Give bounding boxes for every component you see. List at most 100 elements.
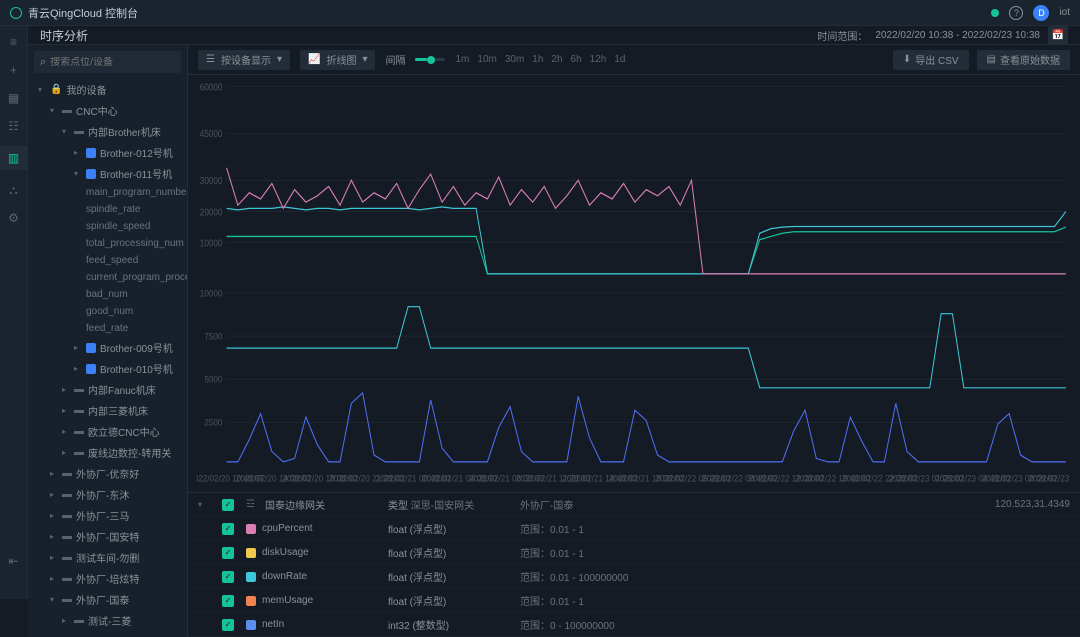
interval-option[interactable]: 1h [532, 54, 543, 65]
caret-icon: ▸ [62, 616, 70, 625]
top-bar: 青云QingCloud 控制台 ? D iot [0, 0, 1080, 26]
folder-icon: ▬ [74, 615, 84, 626]
tree-item[interactable]: ▾▬外协厂-国泰 [28, 589, 187, 610]
tree-item[interactable]: ▸Brother-012号机 [28, 142, 187, 163]
metric-name: diskUsage [262, 547, 309, 558]
interval-option[interactable]: 12h [590, 54, 607, 65]
tree-label: total_processing_num [86, 238, 184, 249]
search-input[interactable] [50, 57, 182, 68]
tree-item[interactable]: main_program_number [28, 184, 187, 201]
metric-type: int32 (整数型) [388, 617, 508, 632]
tree-item[interactable]: ▾▬内部Brother机床 [28, 121, 187, 142]
tree-item[interactable]: ▸ ▬ 测试-三菱 [28, 610, 187, 631]
metric-name: downRate [262, 571, 307, 582]
gear-icon[interactable]: ⚙ [6, 210, 22, 226]
tree-item[interactable]: good_num [28, 303, 187, 320]
svg-text:7500: 7500 [204, 331, 222, 342]
tree-item[interactable]: ▸Brother-010号机 [28, 358, 187, 379]
tree-item[interactable]: ▸Brother-009号机 [28, 337, 187, 358]
caret-icon: ▸ [62, 427, 70, 436]
tree-item[interactable]: spindle_speed [28, 218, 187, 235]
series-color-icon [246, 596, 256, 606]
svg-text:10000: 10000 [200, 287, 223, 298]
checkbox[interactable]: ✓ [222, 523, 234, 535]
interval-option[interactable]: 1m [455, 54, 469, 65]
caret-icon: ▾ [38, 85, 46, 94]
interval-option[interactable]: 6h [571, 54, 582, 65]
menu-icon[interactable]: ≡ [6, 34, 22, 50]
metric-type: float (浮点型) [388, 593, 508, 608]
tree-item[interactable]: feed_speed [28, 252, 187, 269]
checkbox[interactable]: ✓ [222, 499, 234, 511]
folder-icon: ▬ [74, 384, 84, 395]
chevron-down-icon[interactable]: ▾ [198, 500, 210, 509]
tree-item[interactable]: ▸▬外协厂-三马 [28, 505, 187, 526]
tree-item[interactable]: ▸▬外协厂-国安特 [28, 526, 187, 547]
plus-icon[interactable]: + [6, 62, 22, 78]
interval-option[interactable]: 1d [614, 54, 625, 65]
tree-label: 外协厂-国泰 [76, 592, 129, 607]
search-box[interactable]: ⌕ [34, 51, 181, 73]
folder-icon: ▬ [62, 468, 72, 479]
help-icon[interactable]: ? [1009, 6, 1023, 20]
tree-item[interactable]: ▾Brother-011号机 [28, 163, 187, 184]
charts-container: 1000020000300004500060000 25005000750010… [188, 75, 1080, 492]
collapse-icon[interactable]: ⇤ [6, 553, 22, 569]
interval-option[interactable]: 30m [505, 54, 524, 65]
tree-item[interactable]: feed_rate [28, 320, 187, 337]
caret-icon: ▾ [50, 595, 58, 604]
device-icon [86, 169, 96, 179]
folder-icon: ▬ [62, 489, 72, 500]
data-table: ▾ ✓ ☲ 国泰边缘网关 类型 深思-国安网关 外协厂-国泰 120.523,3… [188, 492, 1080, 637]
metric-type: float (浮点型) [388, 521, 508, 536]
tree-item[interactable]: current_program_processing_n... [28, 269, 187, 286]
caret-icon: ▾ [74, 169, 82, 178]
bars-icon: ☰ [206, 54, 215, 65]
checkbox[interactable]: ✓ [222, 619, 234, 631]
checkbox[interactable]: ✓ [222, 571, 234, 583]
view-data-button[interactable]: ▤ 查看原始数据 [977, 50, 1070, 70]
tree-item[interactable]: ▸▬测试车间-勿删 [28, 547, 187, 568]
tree-item[interactable]: ▾▬CNC中心 [28, 100, 187, 121]
tree-item[interactable]: ▸▬外协厂-优奈好 [28, 463, 187, 484]
tree-label: main_program_number [86, 187, 187, 198]
folder-icon: ▬ [62, 552, 72, 563]
device-tree-sidebar: ⌕ ▾ 🔒 我的设备 ▾▬CNC中心▾▬内部Brother机床▸Brother-… [28, 45, 188, 637]
tree-item[interactable]: ▸▬欧立德CNC中心 [28, 421, 187, 442]
tree-item[interactable]: ▸▬废线边数控-转用关 [28, 442, 187, 463]
tree-item[interactable]: ▸▬内部Fanuc机床 [28, 379, 187, 400]
export-csv-button[interactable]: ⬇ 导出 CSV [893, 50, 969, 70]
metric-type: float (浮点型) [388, 545, 508, 560]
tree-item[interactable]: spindle_rate [28, 201, 187, 218]
caret-icon: ▸ [74, 343, 82, 352]
interval-option[interactable]: 10m [477, 54, 496, 65]
checkbox[interactable]: ✓ [222, 547, 234, 559]
tree-item[interactable]: ▸▬外协厂-东沐 [28, 484, 187, 505]
chart-toolbar: ☰ 按设备显示 ▾ 📈 折线图 ▾ 间隔 1m10m30m1h2h6h12h1d [188, 45, 1080, 75]
interval-slider[interactable] [415, 58, 445, 61]
tree-root[interactable]: ▾ 🔒 我的设备 [28, 79, 187, 100]
tree-item[interactable]: total_processing_num [28, 235, 187, 252]
tree-item[interactable]: ▸▬外协厂-培炫特 [28, 568, 187, 589]
tree-label: 测试-三菱 [88, 613, 131, 628]
chart-icon[interactable]: ▥ [0, 146, 28, 170]
series-color-icon [246, 620, 256, 630]
interval-option[interactable]: 2h [551, 54, 562, 65]
tree-item[interactable]: bad_num [28, 286, 187, 303]
table-row: ✓memUsagefloat (浮点型)范围：0.01 - 1 [188, 589, 1080, 613]
storage-icon[interactable]: ☷ [6, 118, 22, 134]
checkbox[interactable]: ✓ [222, 595, 234, 607]
svg-text:2022/02/23 10:39:00: 2022/02/23 10:39:00 [1029, 473, 1072, 484]
users-icon[interactable]: ⛬ [6, 182, 22, 198]
avatar[interactable]: D [1033, 5, 1049, 21]
chart-type-select[interactable]: 📈 折线图 ▾ [300, 50, 375, 70]
calendar-icon[interactable]: 📅 [1048, 26, 1068, 44]
tree-label: spindle_rate [86, 204, 140, 215]
status-dot-icon [991, 9, 999, 17]
layers-icon[interactable]: ▦ [6, 90, 22, 106]
display-by-select[interactable]: ☰ 按设备显示 ▾ [198, 50, 290, 70]
tree-label: 外协厂-三马 [76, 508, 129, 523]
caret-icon: ▸ [74, 148, 82, 157]
table-header-row: ▾ ✓ ☲ 国泰边缘网关 类型 深思-国安网关 外协厂-国泰 120.523,3… [188, 493, 1080, 517]
tree-item[interactable]: ▸▬内部三菱机床 [28, 400, 187, 421]
